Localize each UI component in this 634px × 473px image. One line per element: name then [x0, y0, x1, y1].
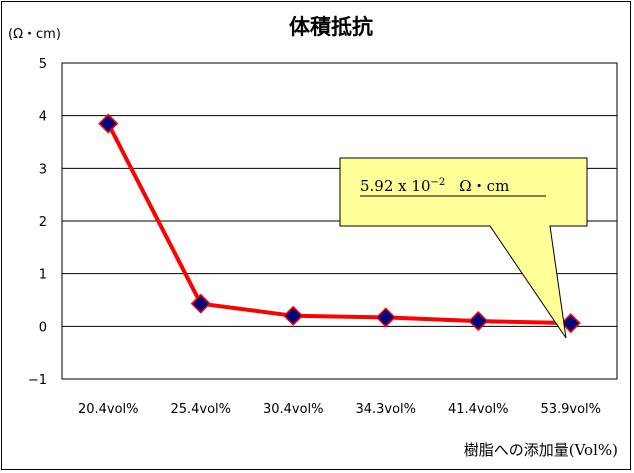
y-tick-label: 5: [39, 57, 47, 72]
y-tick-label: 2: [39, 215, 47, 230]
chart-title: 体積抵抗: [289, 15, 373, 39]
x-tick-label: 41.4vol%: [448, 402, 509, 417]
data-point-marker: [468, 311, 489, 332]
x-tick-label: 25.4vol%: [170, 402, 231, 417]
callout-shape: [339, 157, 588, 339]
x-tick-label: 34.3vol%: [355, 402, 416, 417]
annotation-callout: 5.92 x 10−2 Ω・cm: [339, 157, 588, 339]
data-point-marker: [283, 305, 304, 326]
annotation-exponent: −2: [430, 177, 445, 188]
x-axis-title: 樹脂への添加量(Vol%): [464, 441, 618, 459]
x-tick-labels: 20.4vol% 25.4vol% 30.4vol% 34.3vol% 41.4vol%…: [78, 402, 601, 417]
data-point-marker: [375, 307, 396, 328]
y-tick-label: 3: [39, 162, 47, 177]
data-point-marker: [560, 313, 581, 334]
x-tick-label: 30.4vol%: [263, 402, 324, 417]
y-tick-labels: 5 4 3 2 1 0 −1: [28, 57, 47, 388]
annotation-mantissa: 5.92 x 10: [360, 177, 430, 195]
y-tick-label: −1: [28, 373, 47, 388]
x-tick-label: 53.9vol%: [540, 402, 601, 417]
y-tick-label: 1: [39, 268, 47, 283]
y-tick-label: 0: [39, 320, 47, 335]
x-tick-label: 20.4vol%: [78, 402, 139, 417]
data-point-marker: [98, 113, 119, 134]
y-axis-unit: (Ω・cm): [8, 27, 61, 42]
annotation-unit: Ω・cm: [459, 177, 509, 195]
data-point-marker: [190, 293, 211, 314]
y-tick-label: 4: [39, 110, 47, 125]
series-layer: [98, 113, 581, 334]
annotation-text: 5.92 x 10−2 Ω・cm: [360, 177, 509, 195]
series-line: [106, 122, 571, 326]
